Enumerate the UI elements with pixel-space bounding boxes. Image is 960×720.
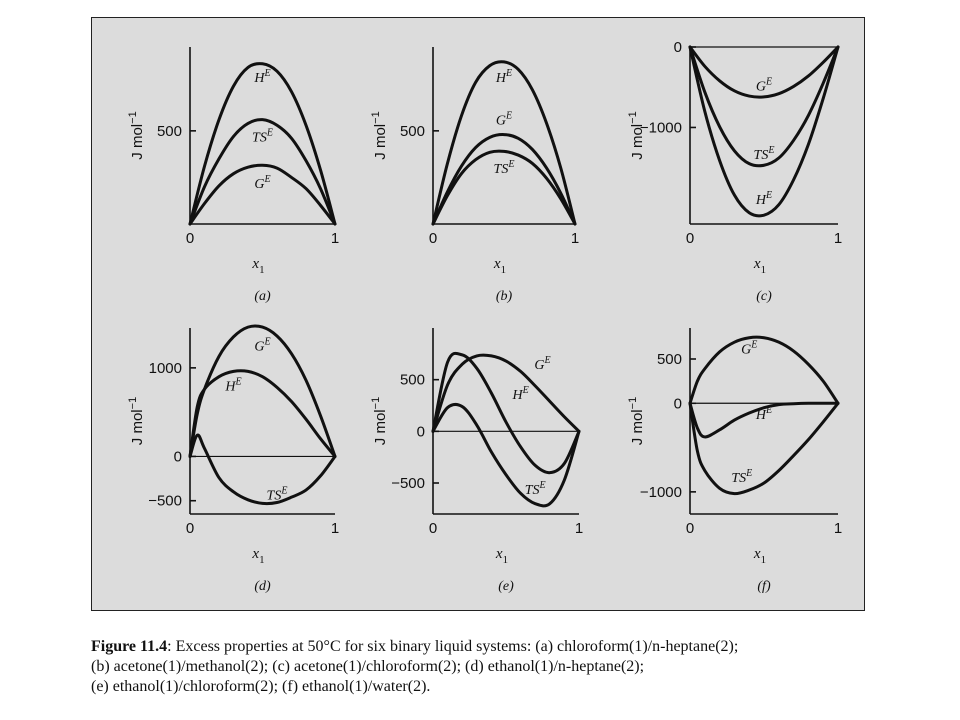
series-line-tse: [188, 433, 337, 506]
series-label-he: HE: [495, 68, 512, 86]
x-axis-label: x1: [251, 256, 264, 276]
caption-line-1: Figure 11.4: Excess properties at 50°C f…: [91, 637, 881, 657]
y-axis-label: J mol−1: [370, 111, 389, 159]
y-tick-label: 0: [417, 423, 425, 440]
x-tick-label: 0: [686, 230, 694, 247]
caption-line-3: (e) ethanol(1)/chloroform(2); (f) ethano…: [91, 678, 431, 695]
y-tick-label: −500: [391, 475, 425, 492]
series-label-ge: GE: [534, 355, 550, 373]
x-axis-label: x1: [753, 256, 766, 276]
series-line-he: [688, 401, 840, 439]
x-tick-label: 1: [331, 230, 339, 247]
panel-tag: (d): [254, 579, 271, 594]
x-tick-label: 0: [686, 520, 694, 537]
caption-line-2: (b) acetone(1)/methanol(2); (c) acetone(…: [91, 658, 645, 675]
x-axis-label: x1: [251, 546, 264, 566]
series-label-tse: TSE: [494, 159, 515, 177]
panel-tag: (f): [757, 579, 771, 594]
y-tick-label: 500: [400, 372, 425, 389]
panel-tag: (e): [498, 579, 514, 594]
chart-f: 500 0 −1000 0 1 J mol−1 x1 (f) GE HE TSE: [627, 328, 842, 594]
series-line-ge: [431, 353, 581, 433]
x-axis-label: x1: [493, 256, 506, 276]
series-label-tse: TSE: [267, 486, 288, 504]
x-tick-label: 0: [186, 520, 194, 537]
series-line-he: [188, 369, 337, 458]
y-tick-label: −1000: [640, 484, 682, 501]
chart-a: 500 0 1 J mol−1 x1 (a) HE TSE GE: [127, 47, 339, 304]
series-label-he: HE: [511, 385, 528, 403]
panel-tag: (c): [756, 289, 772, 304]
series-label-ge: GE: [254, 337, 270, 355]
y-axis-label: J mol−1: [127, 111, 146, 159]
y-tick-label: 0: [674, 39, 682, 56]
series-label-he: HE: [755, 190, 772, 208]
x-tick-label: 0: [429, 520, 437, 537]
series-label-he: HE: [755, 405, 772, 423]
y-tick-label: 500: [400, 123, 425, 140]
figure-caption: Figure 11.4: Excess properties at 50°C f…: [91, 637, 881, 697]
series-label-tse: TSE: [754, 145, 775, 163]
x-axis-label: x1: [753, 546, 766, 566]
panel-tag: (b): [496, 289, 513, 304]
series-line-tse: [688, 45, 840, 168]
y-axis-label: J mol−1: [627, 397, 646, 445]
x-axis-label: x1: [495, 546, 508, 566]
y-tick-label: 500: [657, 351, 682, 368]
series-label-tse: TSE: [731, 468, 752, 486]
y-tick-label: −1000: [640, 119, 682, 136]
caption-text-1: : Excess properties at 50°C for six bina…: [167, 638, 739, 655]
series-line-he: [188, 62, 337, 226]
y-tick-label: −500: [148, 493, 182, 510]
y-axis-label: J mol−1: [127, 397, 146, 445]
chart-e: 500 0 −500 0 1 J mol−1 x1 (e) GE HE TSE: [370, 328, 583, 594]
series-line-tse: [431, 402, 581, 508]
series-line-he: [431, 60, 577, 226]
y-tick-label: 0: [174, 448, 182, 465]
y-axis-label: J mol−1: [627, 111, 646, 159]
caption-title: Figure 11.4: [91, 638, 168, 655]
x-tick-label: 1: [575, 520, 583, 537]
y-tick-label: 0: [674, 395, 682, 412]
x-tick-label: 1: [331, 520, 339, 537]
x-tick-label: 1: [571, 230, 579, 247]
series-line-he: [431, 351, 581, 475]
series-label-ge: GE: [254, 174, 270, 192]
series-label-tse: TSE: [252, 127, 273, 145]
chart-c: 0 −1000 0 1 J mol−1 x1 (c) GE TSE HE: [627, 39, 842, 304]
y-tick-label: 1000: [149, 360, 182, 377]
series-line-ge: [688, 335, 840, 405]
x-tick-label: 1: [834, 520, 842, 537]
series-label-he: HE: [253, 68, 270, 86]
series-line-tse: [431, 149, 577, 226]
series-label-ge: GE: [756, 77, 772, 95]
series-line-tse: [188, 118, 337, 226]
series-line-ge: [688, 45, 840, 99]
x-tick-label: 0: [429, 230, 437, 247]
series-label-ge: GE: [496, 111, 512, 129]
series-line-ge: [188, 163, 337, 226]
series-label-tse: TSE: [525, 480, 546, 498]
series-line-tse: [688, 401, 840, 496]
chart-b: 500 0 1 J mol−1 x1 (b) HE GE TSE: [370, 47, 579, 304]
y-tick-label: 500: [157, 123, 182, 140]
y-axis-label: J mol−1: [370, 397, 389, 445]
panel-tag: (a): [254, 289, 271, 304]
series-label-he: HE: [224, 377, 241, 395]
series-label-ge: GE: [741, 339, 757, 357]
x-tick-label: 1: [834, 230, 842, 247]
x-tick-label: 0: [186, 230, 194, 247]
series-line-he: [688, 45, 840, 218]
series-line-ge: [431, 133, 577, 226]
